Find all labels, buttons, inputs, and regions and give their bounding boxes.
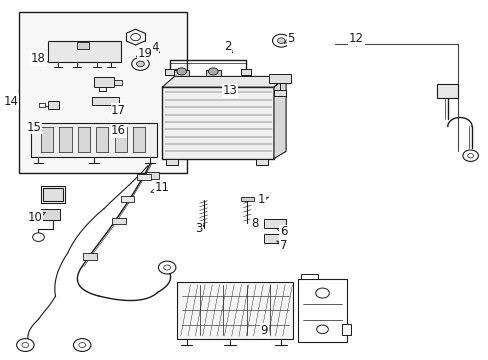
Bar xyxy=(133,127,145,153)
Text: 8: 8 xyxy=(250,217,258,230)
Polygon shape xyxy=(162,76,285,87)
Bar xyxy=(31,123,157,157)
Circle shape xyxy=(163,265,170,270)
Circle shape xyxy=(277,38,285,44)
Bar xyxy=(205,70,220,76)
Bar xyxy=(264,219,285,228)
Bar xyxy=(78,127,90,153)
Text: 4: 4 xyxy=(151,41,159,54)
Polygon shape xyxy=(273,90,285,96)
Text: 10: 10 xyxy=(28,211,45,224)
Bar xyxy=(40,103,45,108)
Bar xyxy=(48,101,59,109)
Bar xyxy=(256,158,267,165)
Bar xyxy=(121,196,134,202)
Circle shape xyxy=(131,58,149,70)
Text: 7: 7 xyxy=(276,239,287,252)
Polygon shape xyxy=(273,76,285,158)
Bar xyxy=(137,174,150,180)
Circle shape xyxy=(316,325,327,334)
Circle shape xyxy=(136,61,144,67)
Bar xyxy=(264,234,285,243)
Bar xyxy=(83,253,96,260)
Bar xyxy=(436,84,458,98)
Text: 11: 11 xyxy=(151,181,169,194)
Circle shape xyxy=(79,342,85,347)
Circle shape xyxy=(17,339,34,351)
Bar xyxy=(94,77,114,87)
Text: 2: 2 xyxy=(224,40,232,53)
Bar xyxy=(112,218,125,224)
Bar xyxy=(41,127,53,153)
Bar xyxy=(166,158,178,165)
Text: 14: 14 xyxy=(3,95,20,108)
Bar xyxy=(341,324,350,335)
Bar xyxy=(174,70,189,76)
Circle shape xyxy=(22,342,29,347)
Text: 12: 12 xyxy=(348,32,363,46)
Circle shape xyxy=(462,150,477,161)
Text: 15: 15 xyxy=(26,121,41,134)
Bar xyxy=(77,42,89,49)
Circle shape xyxy=(315,288,328,298)
Circle shape xyxy=(158,261,176,274)
Bar xyxy=(43,188,62,202)
Bar xyxy=(115,127,126,153)
Circle shape xyxy=(73,339,91,351)
Polygon shape xyxy=(164,69,177,75)
Text: 9: 9 xyxy=(260,324,267,337)
Bar xyxy=(41,186,65,203)
Bar xyxy=(41,208,60,220)
Bar xyxy=(59,127,71,153)
Circle shape xyxy=(208,68,218,75)
Bar xyxy=(300,274,317,279)
Circle shape xyxy=(33,233,44,242)
Bar xyxy=(48,41,121,62)
Text: 1: 1 xyxy=(258,193,268,206)
Circle shape xyxy=(177,68,186,75)
Text: 16: 16 xyxy=(111,124,126,137)
Bar xyxy=(96,127,108,153)
Text: 13: 13 xyxy=(223,84,237,98)
Circle shape xyxy=(467,154,472,158)
Bar xyxy=(92,97,119,105)
Polygon shape xyxy=(241,69,250,75)
Bar xyxy=(177,282,293,339)
Text: 6: 6 xyxy=(276,225,287,238)
Circle shape xyxy=(272,34,289,47)
Bar xyxy=(298,279,346,342)
Circle shape xyxy=(130,33,140,41)
Text: 18: 18 xyxy=(31,52,47,65)
Bar xyxy=(19,12,186,173)
Bar xyxy=(241,197,253,202)
Bar xyxy=(114,80,122,85)
Bar xyxy=(268,74,290,83)
Bar xyxy=(162,87,273,158)
Text: 17: 17 xyxy=(111,104,126,117)
Bar xyxy=(145,172,159,179)
Text: 3: 3 xyxy=(195,222,204,235)
Text: 5: 5 xyxy=(284,32,294,45)
Text: 19: 19 xyxy=(136,47,152,60)
